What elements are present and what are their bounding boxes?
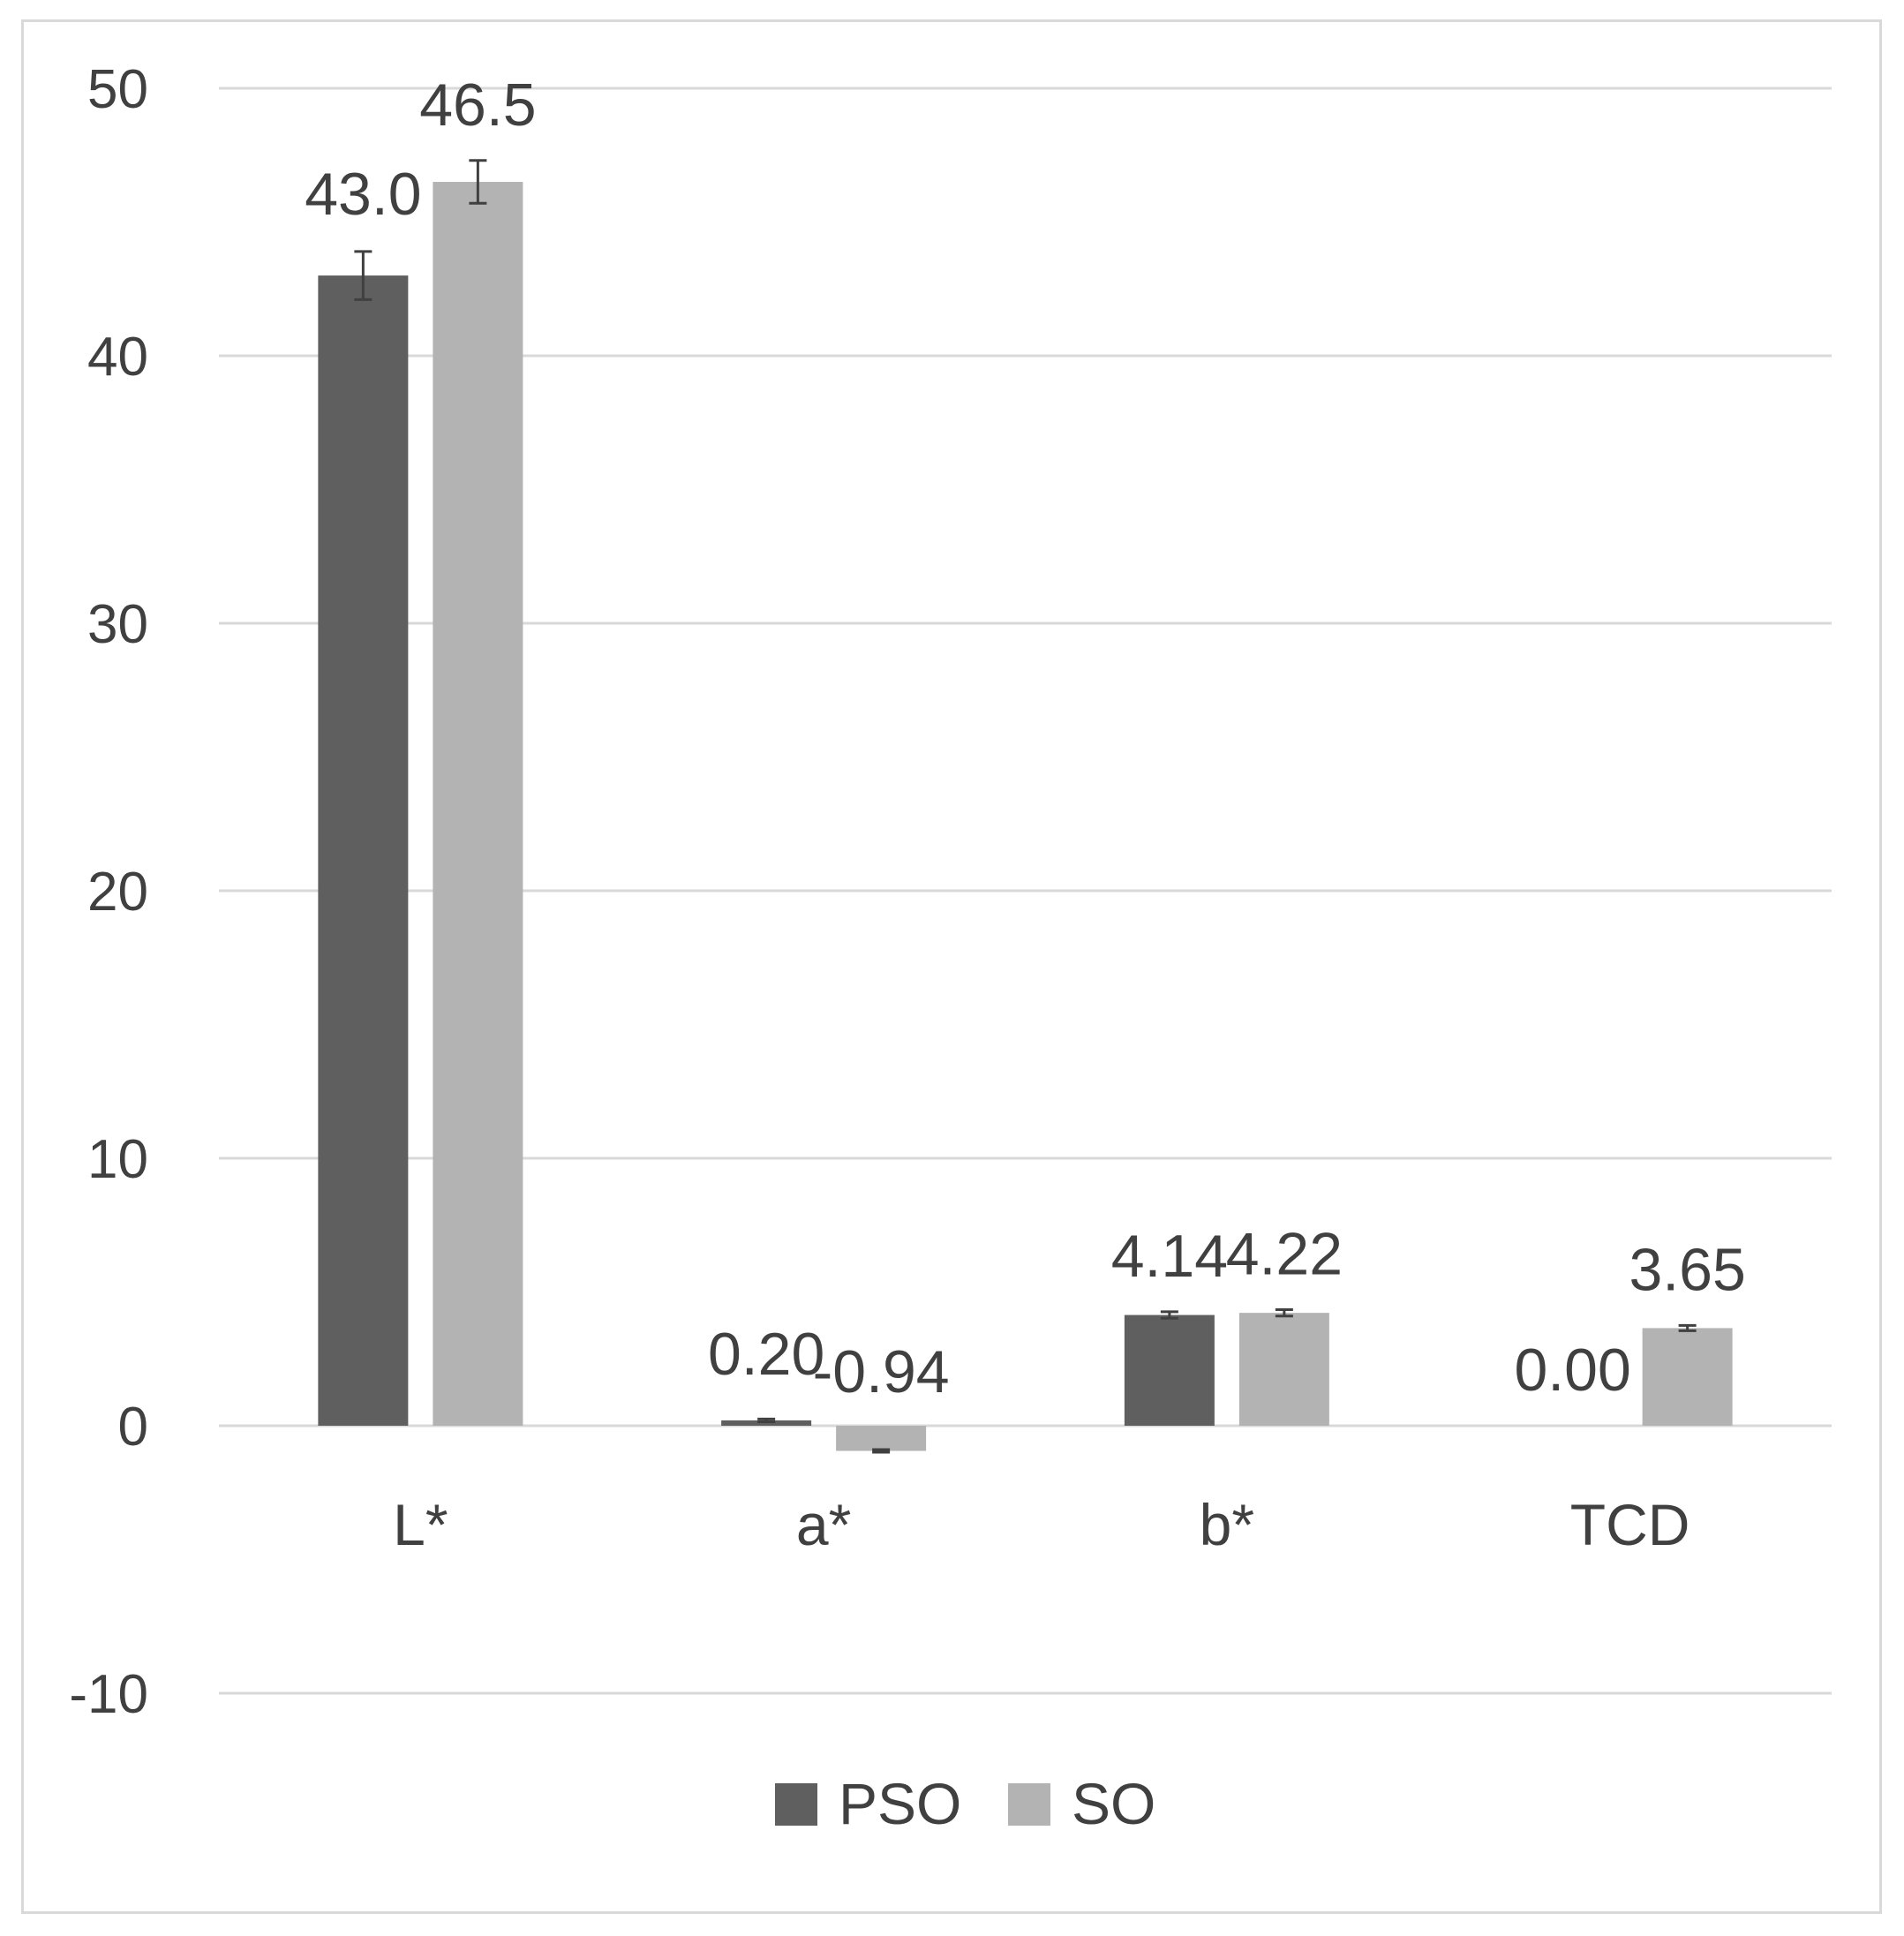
x-axis-labels: L* a* b* TCD xyxy=(393,1492,1690,1557)
y-tick-label: 50 xyxy=(87,59,148,120)
data-label-pso-3: 0.00 xyxy=(1514,1337,1630,1404)
bar-pso-1 xyxy=(721,1420,812,1426)
bars: 43.0 46.5 0.20-0.94 4.144.22 0.00 3.65 xyxy=(305,72,1746,1454)
legend-label-so: SO xyxy=(1072,1771,1155,1836)
bar-so-0 xyxy=(433,182,523,1426)
x-tick-label: b* xyxy=(1200,1492,1254,1557)
legend: PSO SO xyxy=(775,1771,1155,1836)
y-tick-label: -10 xyxy=(69,1664,148,1725)
data-label-so-2: 4.22 xyxy=(1226,1220,1343,1287)
data-label-pso-0: 43.0 xyxy=(305,161,421,228)
data-label-so-0: 46.5 xyxy=(419,72,536,139)
x-tick-label: TCD xyxy=(1570,1492,1690,1557)
data-label-so-3: 3.65 xyxy=(1629,1236,1745,1303)
x-tick-label: a* xyxy=(796,1492,851,1557)
legend-swatch-pso xyxy=(775,1783,817,1826)
bar-pso-0 xyxy=(318,275,409,1427)
data-label-so-1: -0.94 xyxy=(813,1338,950,1405)
bar-so-1 xyxy=(836,1426,927,1451)
legend-swatch-so xyxy=(1008,1783,1050,1826)
y-tick-label: 40 xyxy=(87,327,148,388)
y-tick-label: 0 xyxy=(118,1397,148,1458)
bar-so-3 xyxy=(1642,1328,1733,1426)
data-label-pso-2: 4.14 xyxy=(1111,1223,1228,1290)
x-tick-label: L* xyxy=(393,1492,448,1557)
bar-pso-2 xyxy=(1124,1315,1215,1426)
bar-so-2 xyxy=(1238,1313,1329,1426)
y-axis-ticks: -10 0 10 20 30 40 50 xyxy=(69,59,148,1725)
y-tick-label: 30 xyxy=(87,594,148,655)
data-label-pso-1: 0.20 xyxy=(708,1321,824,1388)
legend-label-pso: PSO xyxy=(839,1771,961,1836)
y-tick-label: 20 xyxy=(87,862,148,923)
y-tick-label: 10 xyxy=(87,1129,148,1190)
